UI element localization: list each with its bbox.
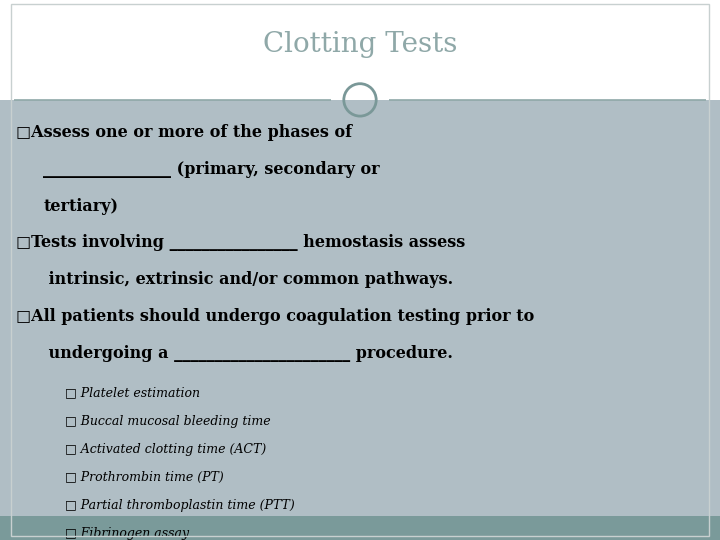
Text: tertiary): tertiary) <box>43 198 118 214</box>
Text: □ Partial thromboplastin time (PTT): □ Partial thromboplastin time (PTT) <box>65 499 294 512</box>
Text: ________________ (primary, secondary or: ________________ (primary, secondary or <box>43 161 380 178</box>
Text: □Tests involving ________________ hemostasis assess: □Tests involving ________________ hemost… <box>16 234 465 251</box>
Text: □ Buccal mucosal bleeding time: □ Buccal mucosal bleeding time <box>65 415 271 428</box>
Text: □ Fibrinogen assay: □ Fibrinogen assay <box>65 527 189 540</box>
Text: □ Platelet estimation: □ Platelet estimation <box>65 387 200 400</box>
Text: □All patients should undergo coagulation testing prior to: □All patients should undergo coagulation… <box>16 308 534 325</box>
Text: undergoing a ______________________ procedure.: undergoing a ______________________ proc… <box>43 345 453 361</box>
Text: intrinsic, extrinsic and/or common pathways.: intrinsic, extrinsic and/or common pathw… <box>43 271 454 288</box>
Text: □ Activated clotting time (ACT): □ Activated clotting time (ACT) <box>65 443 266 456</box>
FancyBboxPatch shape <box>0 516 720 540</box>
Text: □ Prothrombin time (PT): □ Prothrombin time (PT) <box>65 471 223 484</box>
Text: □Assess one or more of the phases of: □Assess one or more of the phases of <box>16 124 352 141</box>
FancyBboxPatch shape <box>0 0 720 100</box>
Text: Clotting Tests: Clotting Tests <box>263 31 457 58</box>
FancyBboxPatch shape <box>0 100 720 516</box>
